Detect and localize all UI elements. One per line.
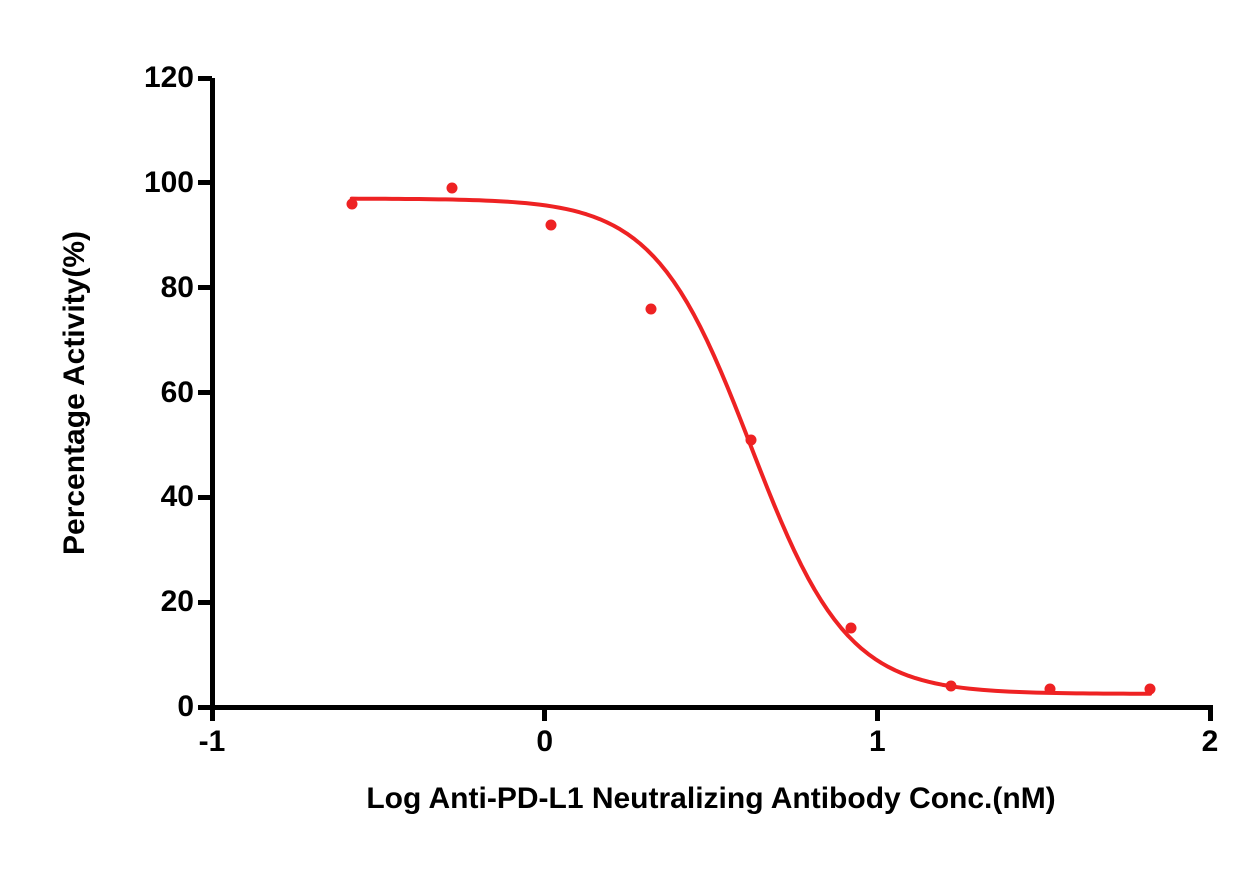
data-point — [646, 303, 657, 314]
fitted-curve — [212, 78, 1210, 707]
chart-figure: Percentage Activity(%) Log Anti-PD-L1 Ne… — [0, 0, 1257, 876]
data-point — [845, 623, 856, 634]
data-point — [446, 183, 457, 194]
y-tick-label: 40 — [161, 480, 212, 514]
data-point — [1045, 683, 1056, 694]
y-tick-label: 80 — [161, 271, 212, 305]
plot-area: Percentage Activity(%) Log Anti-PD-L1 Ne… — [212, 78, 1210, 707]
y-axis-title: Percentage Activity(%) — [58, 231, 92, 555]
data-point — [745, 434, 756, 445]
x-tick-label: 1 — [869, 707, 886, 759]
data-point — [546, 219, 557, 230]
y-tick-label: 100 — [144, 166, 212, 200]
x-tick-label: 0 — [536, 707, 553, 759]
x-tick-label: 2 — [1202, 707, 1219, 759]
data-point — [945, 681, 956, 692]
curve-path — [352, 199, 1150, 694]
y-tick-label: 120 — [144, 61, 212, 95]
y-tick-label: 60 — [161, 376, 212, 410]
x-axis-title: Log Anti-PD-L1 Neutralizing Antibody Con… — [366, 782, 1055, 816]
y-tick-label: 20 — [161, 585, 212, 619]
data-point — [346, 198, 357, 209]
data-point — [1145, 683, 1156, 694]
x-tick-label: -1 — [199, 707, 226, 759]
